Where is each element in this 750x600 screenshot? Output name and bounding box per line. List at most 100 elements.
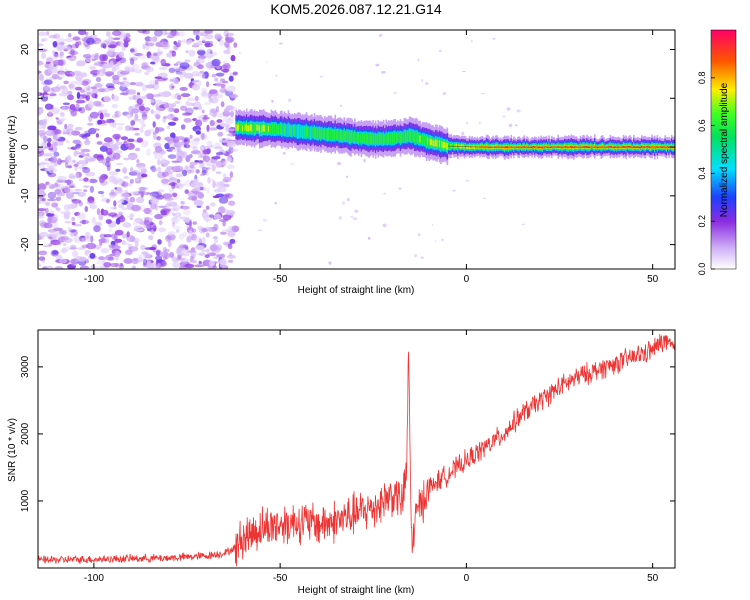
noise-blob xyxy=(122,166,128,174)
ridge-cell xyxy=(420,135,423,144)
noise-blob xyxy=(227,243,233,250)
ridge-cell xyxy=(665,146,668,149)
noise-blob xyxy=(160,251,169,258)
ridge-cell xyxy=(428,136,430,148)
noise-blob xyxy=(53,222,59,229)
noise-blob xyxy=(231,131,237,137)
noise-blob xyxy=(271,99,274,103)
noise-blob xyxy=(68,185,75,188)
noise-blob xyxy=(50,183,60,188)
noise-blob xyxy=(201,87,208,93)
ridge-cell xyxy=(507,146,510,149)
noise-blob xyxy=(213,223,219,231)
noise-blob xyxy=(40,162,49,165)
ridge-cell xyxy=(283,124,286,135)
noise-blob xyxy=(174,196,179,200)
ridge-cell xyxy=(402,133,404,142)
ridge-cell xyxy=(521,147,523,149)
noise-blob xyxy=(201,249,207,252)
noise-blob xyxy=(188,230,193,238)
noise-blob xyxy=(67,57,77,60)
noise-blob xyxy=(123,37,131,43)
noise-blob xyxy=(132,118,140,122)
noise-blob xyxy=(181,169,188,177)
noise-blob xyxy=(38,43,44,47)
noise-blob xyxy=(193,199,204,207)
noise-blob xyxy=(229,171,234,179)
noise-blob xyxy=(141,140,149,148)
ridge-cell xyxy=(544,145,546,148)
noise-blob xyxy=(77,247,86,250)
noise-blob xyxy=(197,104,202,111)
noise-blob xyxy=(184,59,191,63)
ridge-cell xyxy=(346,131,348,141)
ridge-cell xyxy=(394,132,397,143)
noise-blob xyxy=(193,236,202,243)
ridge-cell xyxy=(483,146,485,149)
noise-blob xyxy=(230,54,236,62)
noise-blob xyxy=(111,233,116,240)
noise-blob xyxy=(452,189,456,192)
noise-blob xyxy=(506,107,511,111)
noise-blob xyxy=(168,231,176,236)
noise-blob xyxy=(367,236,371,240)
noise-blob xyxy=(187,196,197,201)
noise-blob xyxy=(238,52,241,55)
noise-blob xyxy=(115,168,121,172)
noise-blob xyxy=(165,211,176,217)
ridge-cell xyxy=(262,124,265,132)
noise-blob xyxy=(152,225,157,232)
noise-blob xyxy=(195,169,200,174)
ridge-cell xyxy=(646,146,648,148)
noise-blob xyxy=(108,244,116,248)
noise-blob xyxy=(157,92,166,97)
noise-blob xyxy=(186,249,196,253)
noise-blob xyxy=(75,62,85,67)
noise-blob xyxy=(70,244,77,250)
noise-blob xyxy=(206,187,210,194)
noise-blob xyxy=(266,61,268,63)
ridge-cell xyxy=(298,124,300,139)
noise-blob xyxy=(171,50,177,57)
noise-blob xyxy=(87,250,92,254)
noise-blob xyxy=(154,76,163,79)
noise-blob xyxy=(201,228,208,233)
noise-blob xyxy=(94,265,105,269)
ridge-cell xyxy=(451,143,454,149)
noise-blob xyxy=(207,177,211,184)
ridge-cell xyxy=(418,134,420,144)
noise-blob xyxy=(442,91,447,96)
noise-blob xyxy=(144,129,151,137)
noise-blob xyxy=(194,160,199,163)
noise-blob xyxy=(212,180,217,188)
noise-blob xyxy=(38,256,46,261)
ridge-cell xyxy=(633,146,635,148)
ridge-cell xyxy=(279,124,282,134)
noise-blob xyxy=(99,241,103,246)
noise-blob xyxy=(130,170,141,176)
ridge-cell xyxy=(412,131,415,141)
noise-blob xyxy=(41,201,51,205)
noise-blob xyxy=(110,222,116,228)
noise-blob xyxy=(123,32,131,37)
noise-blob xyxy=(47,191,57,200)
noise-blob xyxy=(381,70,386,74)
noise-blob xyxy=(149,221,154,226)
ridge-cell xyxy=(583,146,586,148)
noise-blob xyxy=(89,111,99,119)
ridge-cell xyxy=(328,129,330,140)
noise-blob xyxy=(168,252,175,258)
noise-blob xyxy=(87,122,94,126)
ridge-cell xyxy=(586,146,588,148)
ridge-cell xyxy=(393,132,395,144)
noise-blob xyxy=(109,122,114,127)
noise-blob xyxy=(73,150,78,157)
noise-blob xyxy=(201,109,205,114)
noise-blob xyxy=(129,178,134,184)
noise-blob xyxy=(122,222,132,228)
noise-blob xyxy=(158,227,167,233)
noise-blob xyxy=(130,63,140,71)
noise-blob xyxy=(134,228,144,232)
